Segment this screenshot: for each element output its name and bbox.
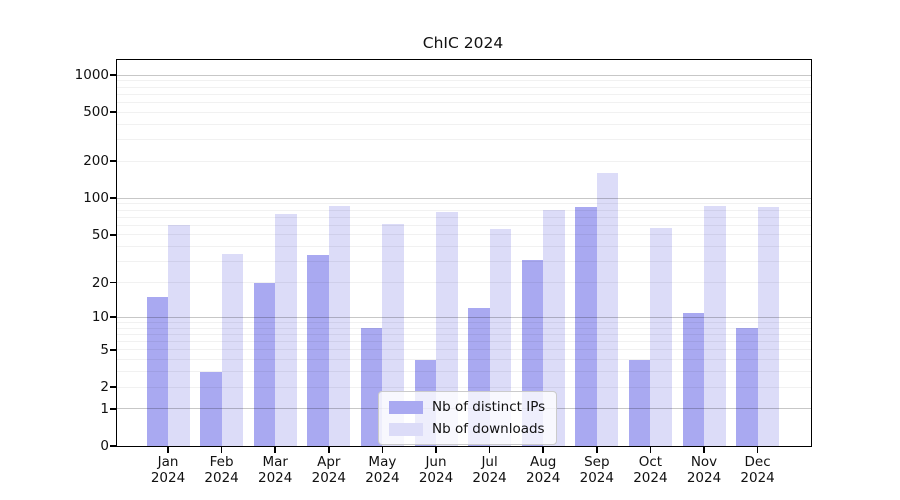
legend-label: Nb of distinct IPs xyxy=(432,399,546,415)
x-axis-tick xyxy=(649,447,652,453)
x-axis-tick xyxy=(756,447,759,453)
gridline-minor-900 xyxy=(117,80,811,82)
x-axis-tick-label: Nov 2024 xyxy=(686,454,722,486)
x-axis-tick xyxy=(381,447,384,453)
gridline-minor-200 xyxy=(117,160,811,162)
legend-item: Nb of distinct IPs xyxy=(389,399,545,415)
x-axis-tick-label: Apr 2024 xyxy=(311,454,346,486)
x-axis-tick-label: Aug 2024 xyxy=(526,454,561,486)
bar-downloads-mar xyxy=(275,214,297,446)
y-axis-tick xyxy=(110,445,116,447)
bar-downloads-jun xyxy=(436,212,458,446)
y-axis-tick xyxy=(110,316,116,318)
y-axis-tick-label: 0 xyxy=(100,438,109,454)
chart-title: ChIC 2024 xyxy=(422,34,504,52)
y-axis-tick-label: 200 xyxy=(83,153,109,170)
y-axis-tick xyxy=(110,74,116,76)
y-axis-tick-label: 1 xyxy=(100,400,109,417)
x-axis-tick-label: May 2024 xyxy=(365,454,400,486)
legend-swatch-distinct-ips xyxy=(389,400,423,414)
x-axis-tick-label: Oct 2024 xyxy=(633,454,668,486)
bar-downloads-apr xyxy=(328,205,351,446)
bar-distinct-ips-dec xyxy=(736,328,758,446)
bar-downloads-sep xyxy=(596,173,619,446)
legend: Nb of distinct IPs Nb of downloads xyxy=(378,391,558,445)
bar-distinct-ips-nov xyxy=(682,312,704,446)
x-axis-tick xyxy=(488,447,491,453)
y-axis-tick-label: 50 xyxy=(91,226,109,243)
legend-item: Nb of downloads xyxy=(389,421,545,437)
gridline-minor-600 xyxy=(117,101,811,103)
gridline-major-1000 xyxy=(117,74,811,76)
y-axis-tick-label: 5 xyxy=(100,341,109,358)
y-axis-tick-label: 20 xyxy=(91,274,109,291)
gridline-minor-400 xyxy=(117,123,811,125)
x-axis-tick xyxy=(328,447,330,453)
bar-distinct-ips-apr xyxy=(307,255,329,446)
x-axis-tick-label: Jul 2024 xyxy=(472,454,507,486)
bar-downloads-feb xyxy=(221,253,244,446)
bar-distinct-ips-oct xyxy=(628,359,651,446)
bar-downloads-may xyxy=(382,223,404,446)
x-axis-tick xyxy=(703,447,705,453)
x-axis-tick-label: Jan 2024 xyxy=(150,454,186,486)
legend-swatch-downloads xyxy=(389,422,423,436)
gridline-minor-300 xyxy=(117,139,811,140)
bar-distinct-ips-mar xyxy=(253,282,276,446)
bar-distinct-ips-may xyxy=(360,328,383,446)
bar-downloads-nov xyxy=(704,205,726,446)
y-axis-tick xyxy=(110,234,116,236)
bar-distinct-ips-jan xyxy=(146,297,168,446)
bar-downloads-jan xyxy=(168,225,190,446)
y-axis-tick xyxy=(110,349,116,351)
x-axis-tick xyxy=(435,447,437,453)
x-axis-tick xyxy=(596,447,598,453)
gridline-minor-500 xyxy=(117,111,811,113)
x-axis-tick xyxy=(274,447,276,453)
y-axis-tick-label: 10 xyxy=(91,309,109,326)
y-axis-tick xyxy=(110,160,116,162)
x-axis-tick-label: Jun 2024 xyxy=(418,454,454,486)
bar-distinct-ips-sep xyxy=(575,206,597,446)
y-axis-tick xyxy=(110,197,116,199)
y-axis-tick-label: 500 xyxy=(83,104,109,121)
x-axis-tick-label: Sep 2024 xyxy=(579,454,614,486)
x-axis-tick xyxy=(220,447,223,453)
bar-downloads-oct xyxy=(650,228,672,446)
bar-distinct-ips-feb xyxy=(200,371,222,446)
y-axis-tick xyxy=(110,281,116,284)
plot-area: 1000 500 200 100 50 20 10 5 2 1 0 Jan 2024 Feb 2024 M… xyxy=(75,59,812,486)
x-axis-tick-label: Mar 2024 xyxy=(258,454,293,486)
x-axis-tick-label: Feb 2024 xyxy=(204,454,239,486)
y-axis-tick-label: 1000 xyxy=(74,67,109,83)
x-axis-tick xyxy=(167,447,169,453)
gridline-major-100 xyxy=(117,197,811,199)
y-axis-tick xyxy=(110,111,116,113)
y-axis-tick-label: 2 xyxy=(100,379,109,395)
gridline-minor-700 xyxy=(117,93,811,95)
x-axis-tick-label: Dec 2024 xyxy=(740,454,775,486)
legend-label: Nb of downloads xyxy=(432,421,545,437)
y-axis-tick xyxy=(110,386,116,388)
gridline-minor-800 xyxy=(117,86,811,88)
bar-downloads-aug xyxy=(543,210,565,446)
y-axis-tick xyxy=(110,408,116,410)
bar-downloads-dec xyxy=(757,207,780,446)
y-axis-tick-label: 100 xyxy=(83,190,109,207)
gridline-minor-90 xyxy=(117,203,811,205)
x-axis-tick xyxy=(542,447,544,453)
